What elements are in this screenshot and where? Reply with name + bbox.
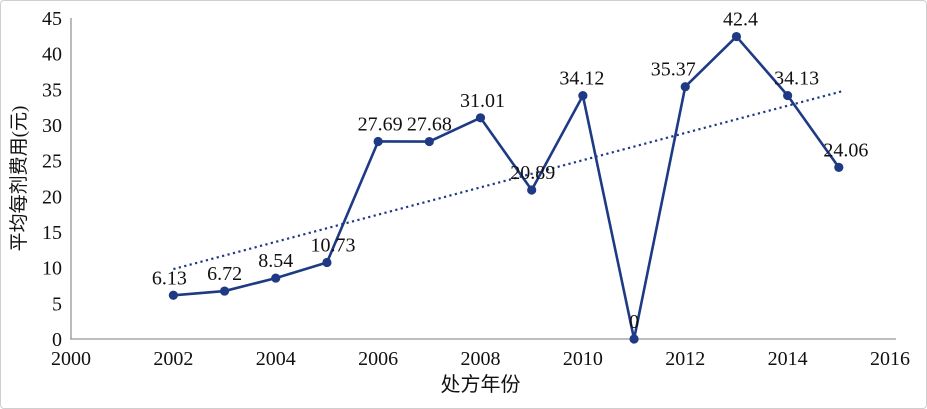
x-tick-label: 2016 (870, 348, 910, 370)
x-tick-label: 2014 (768, 348, 808, 370)
x-tick-label: 2010 (563, 348, 603, 370)
data-point-2011 (629, 334, 639, 344)
data-label-2011: 0 (629, 311, 639, 333)
data-point-2009 (527, 185, 537, 195)
data-label-2002: 6.13 (152, 267, 187, 289)
data-point-2014 (783, 90, 793, 101)
x-tick-label: 2000 (51, 348, 91, 370)
x-tick-label: 2012 (665, 348, 705, 370)
y-tick-label: 5 (52, 293, 62, 315)
data-label-2009: 20.89 (510, 162, 555, 184)
y-tick-label: 25 (42, 151, 62, 173)
y-tick-label: 30 (42, 115, 62, 137)
data-point-2007 (424, 136, 434, 147)
y-tick-label: 15 (42, 222, 62, 244)
data-label-2006: 27.69 (358, 113, 403, 135)
y-tick-label: 0 (52, 329, 62, 351)
data-series-line (172, 35, 841, 341)
data-label-2003: 6.72 (207, 263, 242, 285)
x-tick-label: 2004 (256, 348, 296, 370)
data-point-2015 (834, 162, 844, 172)
data-point-2004 (271, 273, 281, 283)
data-label-2008: 31.01 (460, 90, 505, 112)
y-tick-label: 20 (42, 186, 62, 208)
y-tick-label: 35 (42, 79, 62, 101)
x-tick-label: 2006 (358, 348, 398, 370)
data-point-2002 (168, 290, 178, 300)
data-label-2013: 42.4 (723, 9, 758, 31)
data-point-2010 (578, 91, 588, 101)
data-label-2010: 34.12 (559, 68, 604, 90)
data-point-2006 (373, 136, 383, 147)
y-tick-label: 45 (42, 8, 62, 30)
data-point-2003 (219, 286, 230, 296)
trendline (173, 89, 845, 271)
data-label-2007: 27.68 (407, 114, 452, 136)
data-label-2015: 24.06 (823, 139, 868, 161)
data-label-2005: 10.73 (310, 234, 355, 256)
data-point-2012 (680, 82, 690, 92)
data-label-2012: 35.37 (651, 59, 696, 81)
data-label-2014: 34.13 (774, 68, 819, 90)
x-tick-label: 2002 (153, 348, 193, 370)
y-axis-title: 平均每剂费用(元) (8, 106, 30, 252)
data-label-2004: 8.54 (258, 250, 293, 272)
x-tick-label: 2008 (461, 348, 501, 370)
data-point-2005 (322, 257, 332, 268)
data-point-2013 (731, 31, 742, 42)
data-point-2008 (475, 113, 486, 123)
x-axis-title: 处方年份 (441, 373, 521, 396)
y-tick-label: 10 (42, 258, 62, 280)
y-tick-label: 40 (42, 44, 62, 66)
